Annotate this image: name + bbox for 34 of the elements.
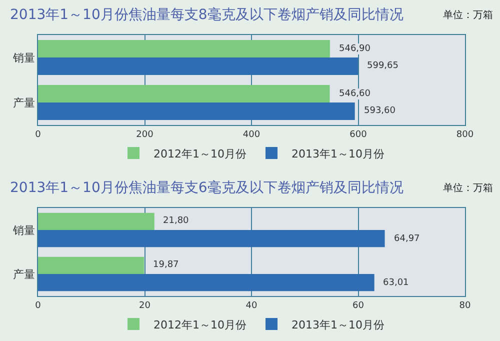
data-label: 19,87 — [153, 260, 179, 270]
y-tick-label: 产量 — [12, 268, 35, 281]
bar — [38, 274, 374, 292]
x-tick-label: 20 — [139, 300, 151, 311]
bar — [38, 212, 154, 230]
x-tick-label: 80 — [459, 300, 471, 311]
y-tick-label: 销量 — [12, 224, 35, 237]
legend-label: 2013年1～10月份 — [292, 318, 384, 332]
data-label: 63,01 — [383, 278, 409, 288]
data-label: 546,90 — [339, 44, 371, 54]
bar — [38, 230, 385, 248]
data-label: 64,97 — [394, 234, 420, 244]
x-tick-label: 60 — [352, 300, 364, 311]
legend-label: 2012年1～10月份 — [154, 147, 246, 160]
data-label: 546,60 — [339, 89, 371, 99]
chart-title: 2013年1～10月份焦油量每支6毫克及以下卷烟产销及同比情况 — [10, 180, 404, 196]
x-tick-label: 200 — [136, 130, 154, 140]
x-tick-label: 400 — [242, 130, 260, 140]
data-label: 21,80 — [163, 216, 190, 226]
x-tick-label: 0 — [35, 130, 42, 140]
x-tick-label: 0 — [35, 300, 42, 311]
y-tick-label: 产量 — [12, 96, 35, 110]
data-label: 593,60 — [364, 106, 396, 116]
bar — [38, 256, 144, 274]
legend-label: 2013年1～10月份 — [292, 147, 384, 160]
x-tick-label: 40 — [246, 300, 258, 311]
text: 单位：万箱 — [443, 9, 493, 21]
chart-title: 2013年1～10月份焦油量每支8毫克及以下卷烟产销及同比情况 — [10, 7, 404, 23]
text: 单位：万箱 — [443, 182, 493, 194]
y-tick-label: 销量 — [12, 51, 35, 64]
x-tick-label: 800 — [456, 130, 474, 140]
x-tick-label: 600 — [350, 130, 368, 140]
data-label: 599,65 — [367, 61, 398, 71]
legend-label: 2012年1～10月份 — [154, 318, 246, 332]
